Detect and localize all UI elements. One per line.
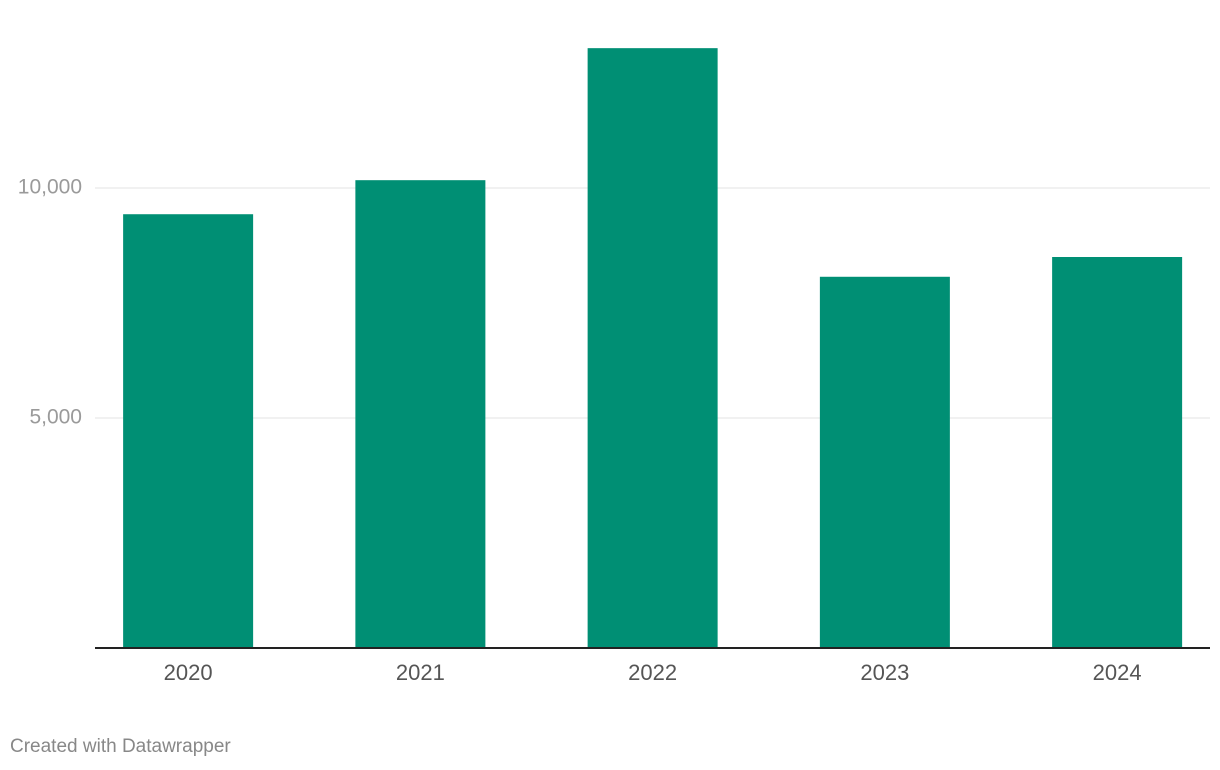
credit: Created with Datawrapper [10,736,231,757]
bar [587,48,718,649]
x-tick-label: 2024 [1093,660,1142,685]
bar [123,214,254,648]
y-tick-label: 5,000 [29,406,82,429]
x-tick-label: 2020 [164,660,213,685]
y-tick-label: 10,000 [18,176,82,199]
x-tick-label: 2023 [860,660,909,685]
x-tick-label: 2022 [628,660,677,685]
bar [355,180,486,648]
x-tick-label: 2021 [396,660,445,685]
bar [819,276,950,648]
bar [1052,257,1183,648]
